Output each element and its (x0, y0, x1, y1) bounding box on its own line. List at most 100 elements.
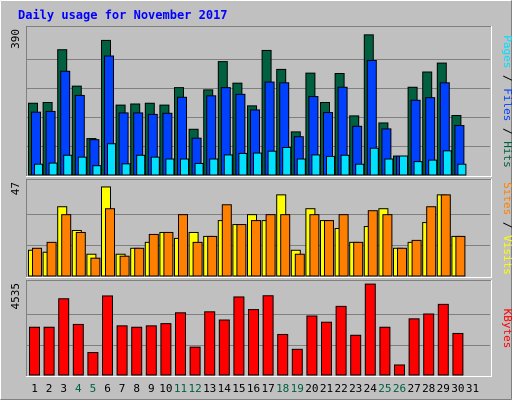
day-label: 8 (133, 382, 140, 395)
day-label: 6 (104, 382, 111, 395)
bar-sites-day-28 (426, 206, 437, 277)
chart-panels: 390 Pages / Files / Hits 47 Sites / Visits4… (9, 26, 512, 377)
bar-sites-day-3 (61, 214, 72, 277)
bar-kbytes-day-4 (72, 323, 84, 376)
bar-kbytes-day-3 (58, 298, 70, 376)
legend-separator: / (501, 68, 512, 88)
bar-pages-day-4 (77, 156, 87, 176)
bar-pages-day-30 (457, 163, 467, 176)
bar-pages-day-11 (180, 158, 189, 176)
bar-pages-day-24 (369, 147, 379, 176)
day-label: 3 (60, 382, 67, 395)
bar-pages-day-5 (92, 165, 102, 176)
legend-sites: Sites (501, 182, 512, 215)
bar-kbytes-day-28 (423, 313, 435, 376)
day-label: 14 (218, 382, 232, 395)
day-label: 15 (232, 382, 245, 395)
bar-pages-day-29 (442, 150, 452, 176)
bar-pages-day-15 (238, 152, 248, 176)
bar-kbytes-day-16 (248, 309, 259, 376)
bar-pages-day-21 (326, 155, 335, 176)
bar-sites-day-26 (397, 247, 407, 277)
bar-kbytes-day-15 (233, 296, 245, 376)
legend-visits: Visits (501, 235, 512, 275)
bar-kbytes-day-26 (394, 364, 405, 376)
bar-sites-day-23 (353, 241, 364, 277)
bar-kbytes-day-24 (364, 283, 376, 376)
bar-kbytes-day-21 (321, 321, 332, 376)
day-label: 9 (148, 382, 155, 395)
day-label: 23 (349, 382, 362, 395)
legend: KBytes (501, 309, 512, 349)
bar-kbytes-day-6 (102, 295, 113, 376)
bar-pages-day-8 (136, 154, 146, 176)
bar-sites-day-4 (75, 231, 86, 277)
bar-kbytes-day-1 (29, 326, 40, 376)
bar-kbytes-day-27 (408, 318, 420, 376)
bar-sites-day-5 (90, 257, 101, 277)
day-label: 17 (261, 382, 274, 395)
bar-kbytes-day-20 (306, 315, 318, 376)
bar-kbytes-day-25 (379, 326, 391, 376)
day-label: 13 (203, 382, 216, 395)
bar-kbytes-day-23 (350, 334, 362, 376)
day-label: 11 (174, 382, 187, 395)
legend-separator: / (501, 215, 512, 235)
legend-text: Sites / Visits (501, 182, 512, 275)
day-label: 29 (437, 382, 450, 395)
bar-pages-day-2 (48, 162, 58, 176)
bar-sites-day-30 (455, 235, 466, 277)
day-label: 5 (90, 382, 97, 395)
bar-pages-day-27 (413, 161, 423, 176)
bar-pages-day-22 (340, 154, 350, 176)
day-label: 24 (364, 382, 378, 395)
bar-pages-day-14 (223, 154, 233, 176)
bar-sites-day-25 (382, 214, 393, 277)
bar-pages-day-13 (209, 158, 219, 176)
legend-hits: Hits (501, 141, 512, 168)
bar-sites-day-16 (251, 220, 261, 277)
bar-kbytes-day-10 (160, 323, 172, 376)
day-label: 2 (46, 382, 53, 395)
bar-sites-day-24 (367, 210, 378, 277)
bar-pages-day-6 (107, 143, 116, 176)
bar-kbytes-day-12 (189, 346, 201, 376)
chart-title: Daily usage for November 2017 (18, 8, 228, 22)
legend: Pages / Files / Hits (501, 35, 512, 168)
day-label: 26 (393, 382, 406, 395)
legend-files: Files (501, 88, 512, 121)
bar-kbytes-day-17 (262, 295, 274, 376)
bar-pages-day-23 (355, 163, 365, 176)
day-label: 25 (378, 382, 391, 395)
bar-kbytes-day-7 (116, 325, 128, 376)
bar-pages-day-20 (311, 154, 321, 176)
day-label: 30 (451, 382, 464, 395)
bar-sites-day-22 (338, 214, 349, 277)
bar-sites-day-14 (221, 204, 232, 277)
bar-kbytes-day-11 (175, 312, 186, 376)
day-labels: 1 2 3 4 5 6 7 8 9 10 11 12 13 14 15 16 17 18 19 20 21 22 23 24 2… (31, 382, 479, 395)
bar-pages-day-16 (253, 152, 262, 176)
bar-pages-day-28 (428, 159, 438, 176)
bar-sites-day-13 (207, 235, 218, 277)
day-label: 27 (407, 382, 420, 395)
legend-pages: Pages (501, 35, 512, 68)
y-max-label: 47 (9, 182, 22, 195)
bar-kbytes-day-18 (277, 333, 289, 376)
panel-visits-sites: 47 Sites / Visits (9, 179, 512, 278)
bar-pages-day-17 (267, 150, 277, 176)
bar-kbytes-day-2 (43, 326, 55, 376)
bar-sites-day-21 (324, 220, 334, 277)
bar-pages-day-9 (150, 156, 160, 176)
bar-pages-day-18 (282, 146, 292, 176)
bar-kbytes-day-8 (131, 326, 143, 376)
bar-sites-day-27 (411, 239, 422, 277)
day-label: 4 (75, 382, 82, 395)
bar-pages-day-12 (194, 162, 204, 176)
day-label: 20 (305, 382, 318, 395)
bar-kbytes-day-19 (291, 348, 303, 376)
y-max-label: 390 (9, 29, 22, 49)
day-label: 22 (334, 382, 347, 395)
bar-kbytes-day-22 (335, 305, 347, 376)
